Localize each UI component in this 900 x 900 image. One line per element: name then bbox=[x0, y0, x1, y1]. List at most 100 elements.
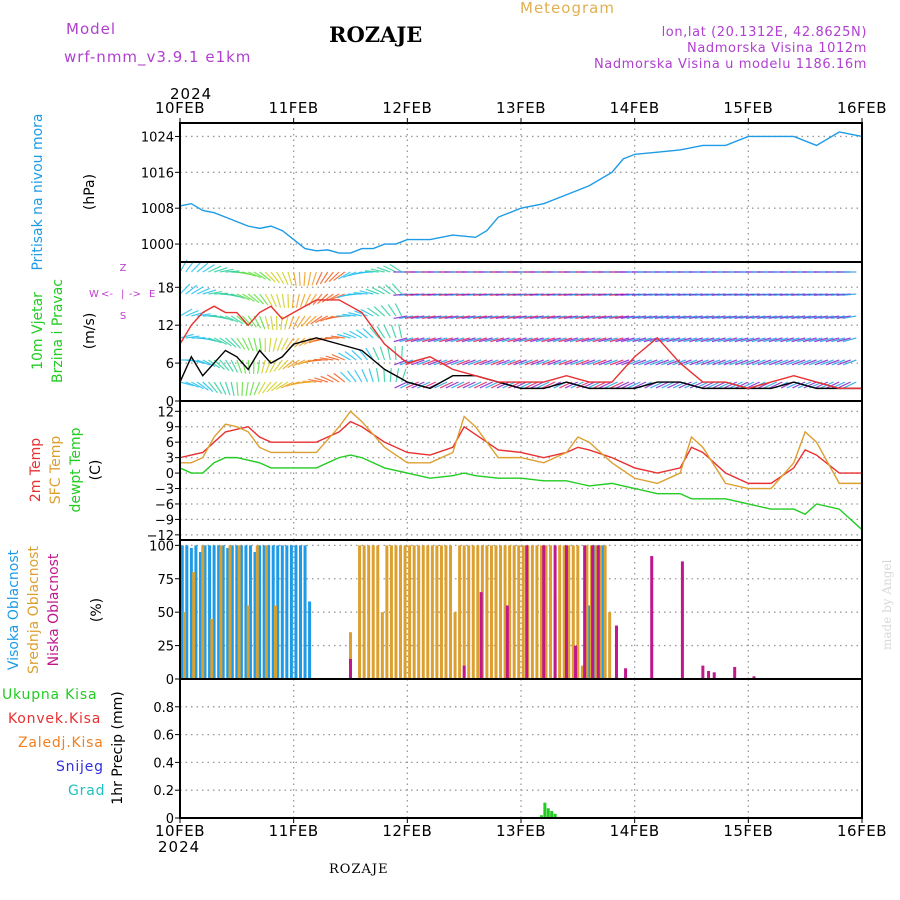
footer-station: ROZAJE bbox=[329, 862, 389, 877]
wind-barb bbox=[763, 359, 777, 366]
wind-barb bbox=[264, 315, 270, 330]
wind-barb bbox=[202, 381, 214, 392]
wind-barb bbox=[395, 368, 400, 383]
series-bar bbox=[192, 572, 196, 679]
wind-barb bbox=[196, 287, 211, 295]
series-bar bbox=[421, 545, 425, 679]
wind-barb bbox=[728, 337, 743, 343]
wind-barb bbox=[757, 359, 772, 366]
wind-barb bbox=[273, 359, 283, 372]
ylabel-dewpoint: dewpt Temp bbox=[68, 427, 84, 512]
wind-barb bbox=[207, 381, 218, 394]
series-bar bbox=[244, 545, 248, 679]
wind-barb bbox=[661, 381, 675, 389]
wind-barb bbox=[598, 381, 613, 389]
wind-barb bbox=[484, 315, 499, 320]
series-bar bbox=[430, 545, 434, 679]
wind-barb bbox=[501, 315, 516, 320]
series-bar bbox=[408, 545, 412, 679]
series-bar bbox=[599, 545, 603, 679]
wind-barb bbox=[752, 359, 766, 366]
wind-barb bbox=[575, 337, 590, 343]
series-bar bbox=[558, 545, 562, 679]
wind-barb bbox=[354, 310, 368, 317]
wind-barb bbox=[404, 315, 419, 320]
series-bar bbox=[546, 808, 550, 818]
wind-barb bbox=[592, 359, 607, 366]
wind-barb bbox=[410, 337, 425, 343]
wind-barb bbox=[321, 293, 334, 303]
wind-barb bbox=[592, 337, 607, 343]
wind-barb bbox=[524, 337, 539, 343]
wind-barb bbox=[247, 293, 260, 304]
ylabel-pressure-unit: (hPa) bbox=[82, 174, 98, 210]
wind-barb bbox=[757, 315, 772, 320]
wind-barb bbox=[333, 271, 346, 281]
wind-barb bbox=[324, 271, 334, 284]
wind-barb bbox=[417, 381, 431, 389]
wind-barb bbox=[340, 371, 351, 383]
wind-barb bbox=[763, 337, 777, 343]
wind-barb bbox=[615, 315, 630, 320]
wind-barb bbox=[387, 304, 397, 317]
series-bar bbox=[367, 545, 371, 679]
wind-barb bbox=[541, 315, 556, 320]
wind-barb bbox=[253, 381, 261, 396]
y-tick-label: 25 bbox=[157, 640, 174, 655]
wind-barb bbox=[724, 381, 738, 389]
wind-barb bbox=[587, 359, 601, 366]
wind-barb bbox=[461, 315, 476, 320]
series-bar bbox=[219, 545, 223, 679]
wind-barb bbox=[370, 268, 385, 273]
wind-barb bbox=[456, 381, 471, 389]
wind-barb bbox=[541, 359, 556, 366]
wind-barb bbox=[667, 381, 681, 389]
wind-barb bbox=[259, 315, 266, 330]
wind-barb bbox=[553, 359, 567, 366]
wind-barb bbox=[461, 337, 476, 343]
wind-barb bbox=[581, 359, 596, 366]
wind-barb bbox=[694, 337, 709, 343]
wind-barb bbox=[762, 315, 777, 320]
wind-barb bbox=[270, 315, 274, 330]
wind-barb bbox=[467, 337, 482, 343]
y-tick-label: 1016 bbox=[141, 166, 174, 181]
wind-barb bbox=[637, 315, 652, 320]
wind-barb bbox=[264, 293, 273, 307]
wind-barb bbox=[185, 381, 199, 388]
wind-barb bbox=[604, 381, 618, 389]
wind-barb bbox=[208, 337, 222, 344]
wind-barb bbox=[746, 337, 760, 343]
wind-barb bbox=[219, 268, 234, 273]
wind-barb bbox=[525, 381, 539, 389]
wind-barb bbox=[360, 308, 374, 317]
wind-barb bbox=[580, 315, 595, 320]
wind-barb bbox=[501, 337, 516, 343]
wind-barb bbox=[655, 337, 669, 343]
wind-barb bbox=[422, 359, 436, 366]
wind-barb bbox=[751, 315, 766, 320]
wind-barb bbox=[462, 359, 476, 366]
wind-barb bbox=[427, 337, 442, 343]
wind-barb bbox=[546, 315, 561, 320]
wind-barb bbox=[450, 337, 465, 343]
wind-barb bbox=[616, 381, 630, 389]
wind-barb bbox=[287, 271, 293, 286]
series-bar bbox=[180, 545, 184, 679]
wind-barb bbox=[369, 326, 380, 339]
wind-barb bbox=[569, 315, 584, 320]
series-bar bbox=[183, 612, 187, 679]
wind-barb bbox=[547, 337, 561, 343]
series-bar bbox=[542, 545, 546, 679]
wind-barb bbox=[358, 348, 369, 361]
wind-barb bbox=[547, 359, 561, 366]
series-bar bbox=[226, 548, 230, 679]
wind-barb bbox=[305, 315, 317, 326]
wind-barb bbox=[666, 337, 681, 343]
wind-barb bbox=[837, 359, 851, 366]
wind-barb bbox=[421, 315, 436, 320]
wind-barb bbox=[746, 359, 760, 366]
series-bar bbox=[412, 545, 416, 679]
wind-barb bbox=[524, 315, 539, 320]
series-bar bbox=[539, 815, 543, 818]
